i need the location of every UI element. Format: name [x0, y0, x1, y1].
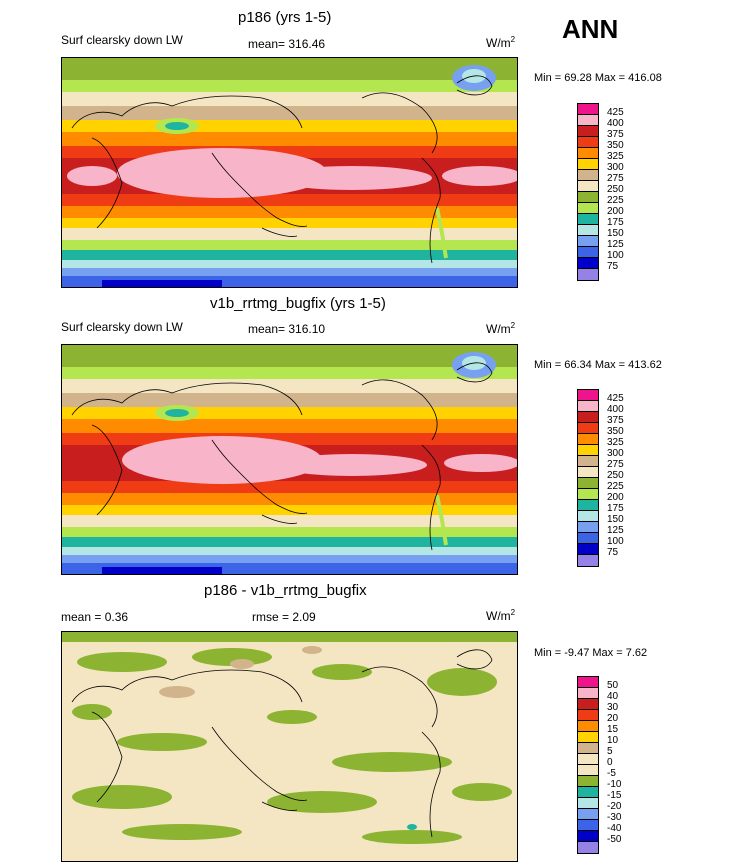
panel3-tick-label: 40 [607, 691, 619, 702]
panel1-variable-label: Surf clearsky down LW [61, 33, 183, 47]
panel2-title: v1b_rrtmg_bugfix (yrs 1-5) [210, 295, 386, 312]
season-label: ANN [562, 14, 619, 44]
panel3-tick-label: -20 [607, 801, 622, 812]
panel3-map [61, 631, 518, 862]
panel1-tick-label: 125 [607, 239, 624, 250]
panel2-tick-label: 225 [607, 481, 624, 492]
panel2-tick-label: 275 [607, 459, 624, 470]
panel3-tick-label: -5 [607, 768, 616, 779]
panel1-tick-label: 300 [607, 162, 624, 173]
panel2-tick-label: 150 [607, 514, 624, 525]
panel3-swatch-15 [577, 841, 599, 854]
panel3-tick-label: -30 [607, 812, 622, 823]
panel1-tick-label: 225 [607, 195, 624, 206]
panel3-mean-label: mean = 0.36 [61, 610, 129, 624]
panel1-mean-label: mean= 316.46 [248, 37, 326, 51]
panel1-tick-label: 175 [607, 217, 624, 228]
panel1-minmax: Min = 69.28 Max = 416.08 [534, 72, 662, 84]
panel1-tick-label: 100 [607, 250, 624, 261]
panel2-minmax: Min = 66.34 Max = 413.62 [534, 359, 662, 371]
panel3-tick-label: 20 [607, 713, 619, 724]
panel2-tick-label: 350 [607, 426, 624, 437]
panel1-tick-label: 150 [607, 228, 624, 239]
panel2-map [61, 344, 518, 575]
panel2-tick-label: 200 [607, 492, 624, 503]
panel2-tick-label: 125 [607, 525, 624, 536]
panel1-units: W/m2 [486, 35, 516, 50]
panel2-variable-label: Surf clearsky down LW [61, 320, 183, 334]
panel1-tick-label: 425 [607, 107, 624, 118]
panel1-colorbar: 425 400 375 350 325 300 275 250 225 200 … [577, 103, 657, 283]
panel1-tick-label: 325 [607, 151, 624, 162]
panel1-tick-label: 400 [607, 118, 624, 129]
panel1-tick-label: 375 [607, 129, 624, 140]
panel1-tick-label: 200 [607, 206, 624, 217]
panel2-swatch-15 [577, 554, 599, 567]
panel2-tick-label: 175 [607, 503, 624, 514]
panel3-tick-label: -50 [607, 834, 622, 845]
panel3-rmse-label: rmse = 2.09 [252, 610, 316, 624]
panel1-tick-label: 350 [607, 140, 624, 151]
panel3-tick-label: 50 [607, 680, 619, 691]
panel1-tick-label: 250 [607, 184, 624, 195]
panel2-tick-label: 100 [607, 536, 624, 547]
panel3-tick-label: -10 [607, 779, 622, 790]
panel2-tick-label: 375 [607, 415, 624, 426]
panel2-colorbar: 425 400 375 350 325 300 275 250 225 200 … [577, 389, 657, 569]
panel1-swatch-15 [577, 268, 599, 281]
panel3-tick-label: -15 [607, 790, 622, 801]
panel3-tick-label: 0 [607, 757, 613, 768]
panel1-title: p186 (yrs 1-5) [238, 9, 332, 26]
panel3-units: W/m2 [486, 608, 516, 623]
panel2-tick-label: 250 [607, 470, 624, 481]
panel2-tick-label: 300 [607, 448, 624, 459]
panel3-minmax: Min = -9.47 Max = 7.62 [534, 647, 648, 659]
panel2-units: W/m2 [486, 321, 516, 336]
panel3-tick-label: -40 [607, 823, 622, 834]
panel1-tick-label: 275 [607, 173, 624, 184]
panel3-title: p186 - v1b_rrtmg_bugfix [204, 582, 367, 599]
panel2-tick-label: 425 [607, 393, 624, 404]
panel3-tick-label: 30 [607, 702, 619, 713]
panel3-tick-label: 15 [607, 724, 619, 735]
panel3-colorbar: 50 40 30 20 15 10 5 0 -5 -10 -15 -20 -30… [577, 676, 657, 856]
panel1-map [61, 57, 518, 288]
panel2-mean-label: mean= 316.10 [248, 322, 326, 336]
panel3-tick-label: 10 [607, 735, 619, 746]
panel1-tick-label: 75 [607, 261, 619, 272]
panel2-tick-label: 75 [607, 547, 619, 558]
panel2-tick-label: 400 [607, 404, 624, 415]
panel3-tick-label: 5 [607, 746, 613, 757]
panel2-tick-label: 325 [607, 437, 624, 448]
